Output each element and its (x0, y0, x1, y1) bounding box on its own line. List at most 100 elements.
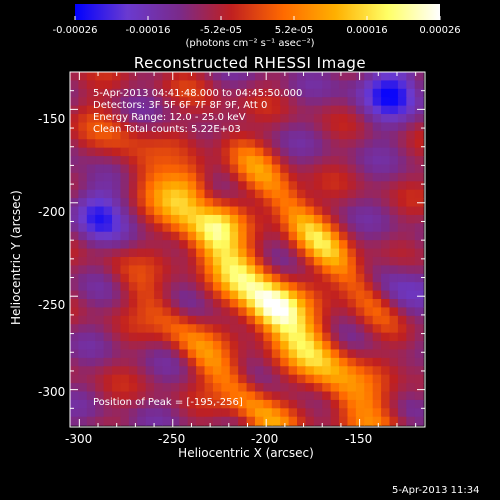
heatmap-cell (254, 349, 264, 359)
heatmap-cell (187, 248, 197, 258)
heatmap-cell (86, 332, 96, 342)
heatmap-cell (70, 408, 80, 418)
heatmap-cell (204, 290, 214, 300)
heatmap-cell (381, 130, 391, 140)
heatmap-cell (347, 357, 357, 367)
heatmap-cell (112, 172, 122, 182)
heatmap-cell (372, 198, 382, 208)
heatmap-cell (347, 147, 357, 157)
heatmap-cell (322, 315, 332, 325)
heatmap-cell (179, 198, 189, 208)
heatmap-cell (137, 88, 147, 98)
heatmap-cell (322, 357, 332, 367)
heatmap-cell (179, 88, 189, 98)
heatmap-cell (397, 366, 407, 376)
heatmap-cell (204, 416, 214, 426)
heatmap-cell (397, 332, 407, 342)
heatmap-cell (145, 399, 155, 409)
heatmap-cell (154, 181, 164, 191)
heatmap-cell (229, 307, 239, 317)
heatmap-cell (204, 172, 214, 182)
heatmap-cell (406, 357, 416, 367)
heatmap-cell (204, 248, 214, 258)
heatmap-cell (170, 408, 180, 418)
heatmap-cell (381, 408, 391, 418)
heatmap-cell (254, 80, 264, 90)
heatmap-cell (305, 189, 315, 199)
heatmap-cell (355, 383, 365, 393)
heatmap-cell (78, 349, 88, 359)
heatmap-cell (112, 214, 122, 224)
heatmap-cell (238, 214, 248, 224)
heatmap-cell (297, 315, 307, 325)
heatmap-cell (339, 114, 349, 124)
heatmap-cell (355, 130, 365, 140)
heatmap-cell (137, 383, 147, 393)
heatmap-cell (355, 341, 365, 351)
heatmap-cell (145, 256, 155, 266)
heatmap-cell (288, 374, 298, 384)
heatmap-cell (128, 282, 138, 292)
heatmap-cell (128, 156, 138, 166)
heatmap-cell (263, 164, 273, 174)
heatmap-cell (263, 383, 273, 393)
heatmap-cell (397, 231, 407, 241)
heatmap-cell (397, 357, 407, 367)
heatmap-cell (263, 214, 273, 224)
heatmap-cell (120, 164, 130, 174)
heatmap-cell (288, 172, 298, 182)
heatmap-cell (288, 341, 298, 351)
heatmap-cell (414, 299, 424, 309)
heatmap-cell (297, 240, 307, 250)
heatmap-cell (78, 206, 88, 216)
heatmap-cell (364, 88, 374, 98)
heatmap-cell (187, 256, 197, 266)
heatmap-cell (305, 206, 315, 216)
heatmap-cell (187, 105, 197, 115)
heatmap-cell (263, 88, 273, 98)
heatmap-cell (364, 256, 374, 266)
heatmap-cell (254, 198, 264, 208)
heatmap-cell (263, 416, 273, 426)
heatmap-cell (103, 273, 113, 283)
heatmap-cell (95, 256, 105, 266)
heatmap-cell (372, 256, 382, 266)
heatmap-cell (263, 72, 273, 82)
heatmap-cell (364, 332, 374, 342)
heatmap-cell (204, 332, 214, 342)
heatmap-cell (280, 164, 290, 174)
heatmap-cell (280, 206, 290, 216)
heatmap-cell (305, 156, 315, 166)
heatmap-cell (414, 391, 424, 401)
heatmap-cell (280, 189, 290, 199)
heatmap-cell (339, 88, 349, 98)
heatmap-cell (263, 189, 273, 199)
heatmap-cell (397, 198, 407, 208)
heatmap-cell (406, 391, 416, 401)
info-time-range: 5-Apr-2013 04:41:48.000 to 04:45:50.000 (93, 88, 303, 99)
heatmap-cell (305, 72, 315, 82)
heatmap-cell (397, 265, 407, 275)
x-axis-label: Heliocentric X (arcsec) (178, 446, 314, 460)
heatmap-cell (297, 88, 307, 98)
heatmap-cell (154, 88, 164, 98)
heatmap-cell (372, 315, 382, 325)
heatmap-cell (162, 324, 172, 334)
heatmap-cell (330, 164, 340, 174)
heatmap-cell (322, 383, 332, 393)
heatmap-cell (397, 114, 407, 124)
heatmap-cell (221, 156, 231, 166)
heatmap-cell (162, 248, 172, 258)
heatmap-cell (263, 357, 273, 367)
heatmap-cell (246, 416, 256, 426)
heatmap-cell (322, 341, 332, 351)
heatmap-cell (389, 408, 399, 418)
heatmap-cell (280, 214, 290, 224)
heatmap-cell (137, 164, 147, 174)
timestamp: 5-Apr-2013 11:34 (392, 485, 480, 496)
heatmap-cell (196, 256, 206, 266)
heatmap-cell (103, 341, 113, 351)
heatmap-cell (212, 299, 222, 309)
heatmap-cell (154, 214, 164, 224)
heatmap-cell (145, 307, 155, 317)
